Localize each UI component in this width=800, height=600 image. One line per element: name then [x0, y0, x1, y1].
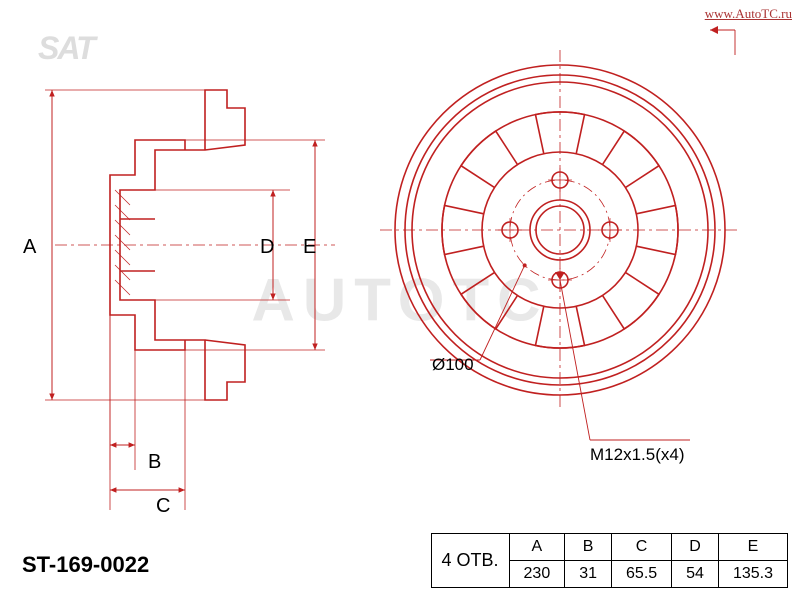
drawing-canvas [0, 0, 800, 600]
th-D: D [672, 534, 719, 561]
th-B: B [565, 534, 612, 561]
tv-D: 54 [672, 561, 719, 588]
th-A: A [509, 534, 565, 561]
bolt-circle-label: Ø100 [432, 355, 474, 375]
tv-E: 135.3 [718, 561, 787, 588]
tv-B: 31 [565, 561, 612, 588]
technical-drawing-svg [0, 0, 800, 600]
th-E: E [718, 534, 787, 561]
tv-C: 65.5 [612, 561, 672, 588]
tv-A: 230 [509, 561, 565, 588]
dim-E: E [303, 236, 316, 259]
holes-cell: 4 ОТВ. [431, 534, 509, 588]
dim-C: C [156, 495, 170, 518]
part-number: ST-169-0022 [22, 552, 149, 578]
dim-A: A [23, 236, 36, 259]
th-C: C [612, 534, 672, 561]
dim-B: B [148, 451, 161, 474]
dimension-table: 4 ОТВ.ABCDE 2303165.554135.3 [431, 533, 789, 588]
thread-label: M12x1.5(x4) [590, 445, 684, 465]
dim-D: D [260, 236, 274, 259]
